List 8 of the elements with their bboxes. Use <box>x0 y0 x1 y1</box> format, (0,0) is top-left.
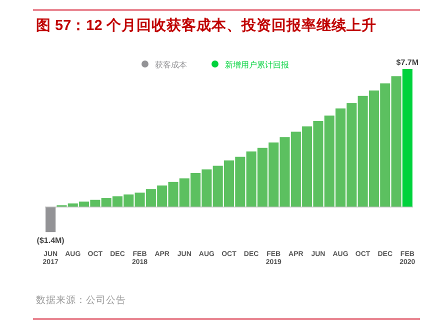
bar <box>402 69 412 207</box>
data-label: $7.7M <box>396 58 419 67</box>
legend-label: 新增用户累计回报 <box>225 60 289 70</box>
legend-label: 获客成本 <box>155 60 187 70</box>
data-label: ($1.4M) <box>36 236 65 246</box>
bar <box>46 207 56 232</box>
source-note: 数据来源：公司公告 <box>36 294 126 306</box>
chart-title: 图 57：12 个月回收获客成本、投资回报率继续上升 <box>36 16 376 34</box>
